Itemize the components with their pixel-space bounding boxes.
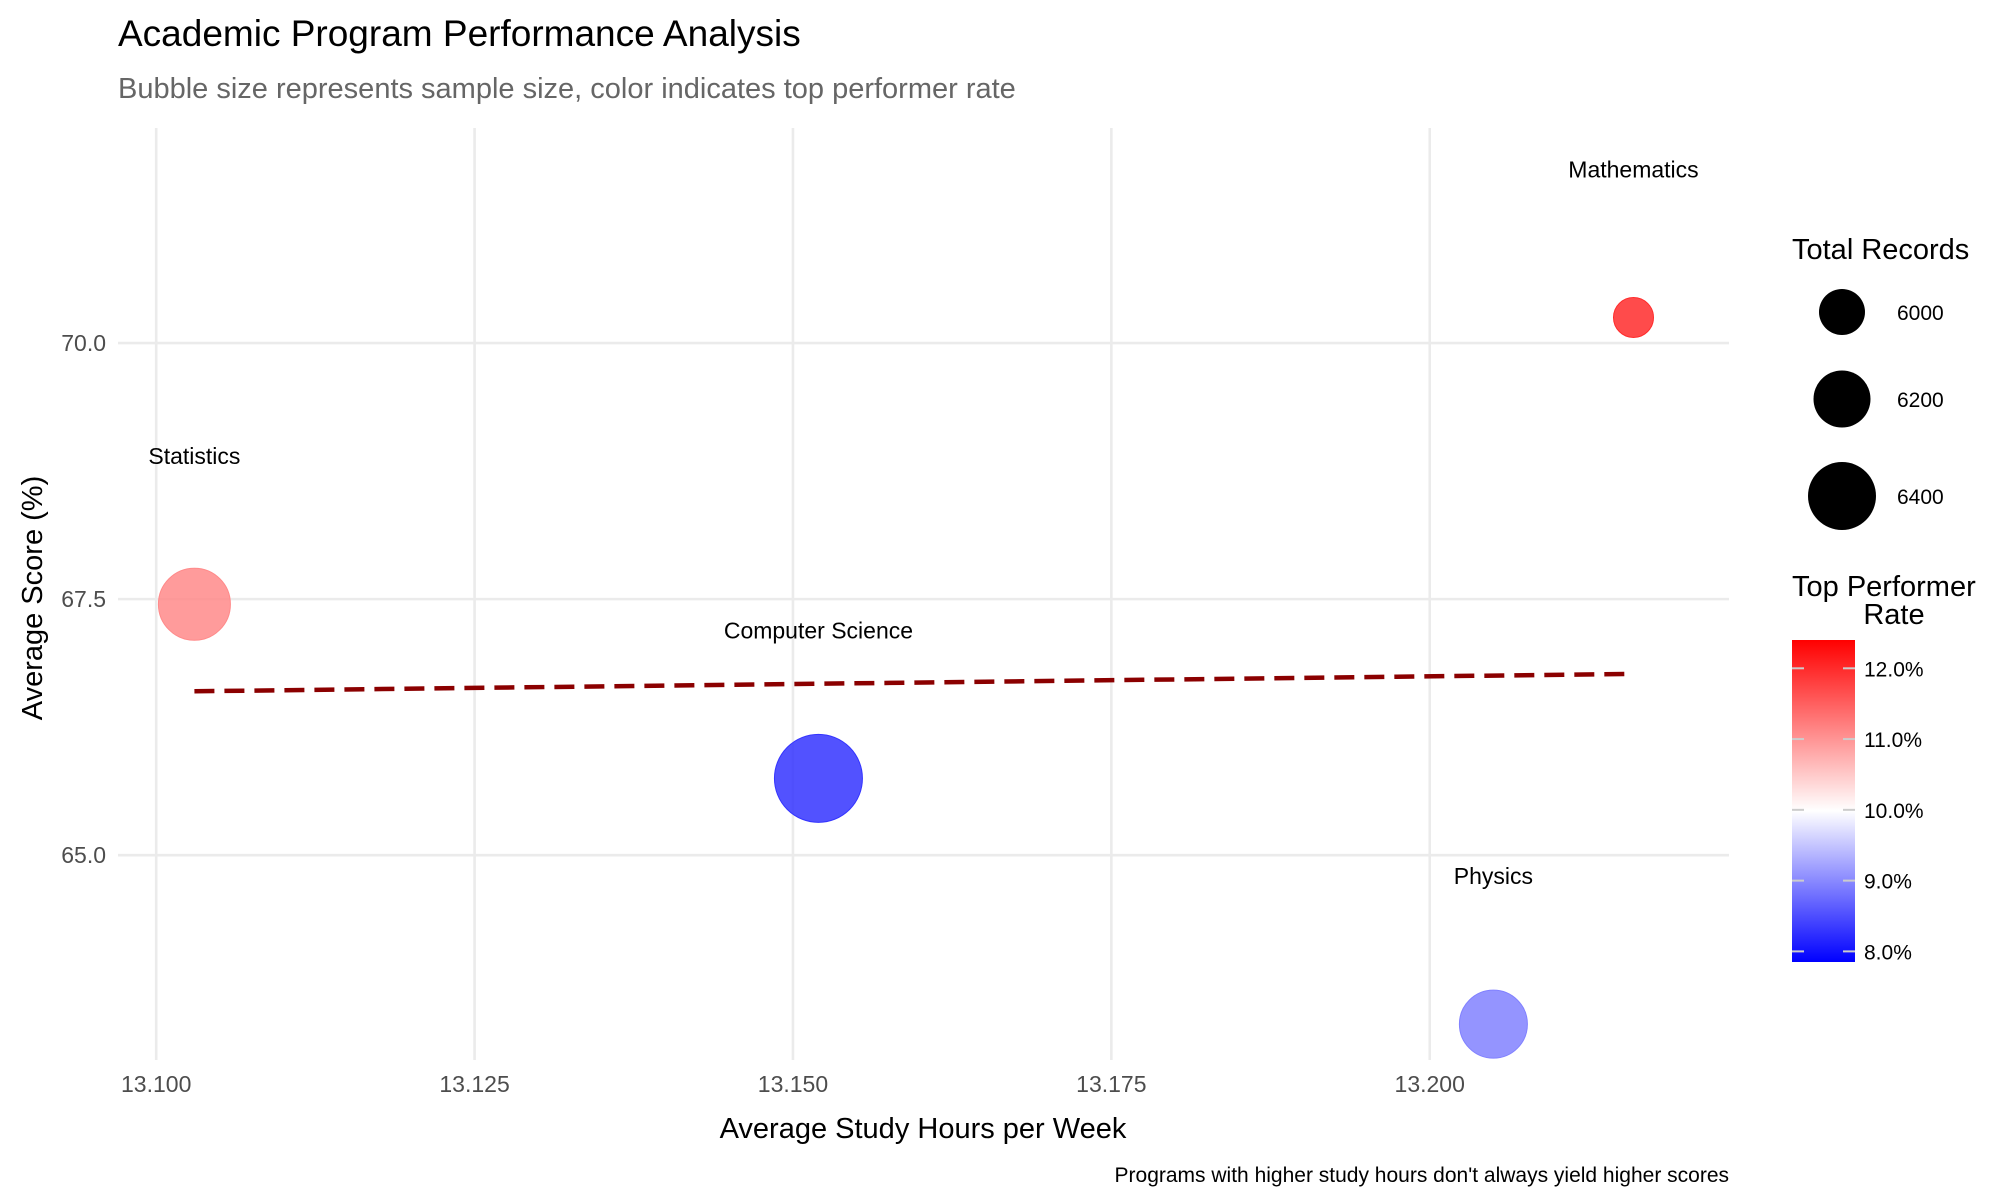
size-legend-label: 6400	[1897, 486, 1944, 509]
x-tick-label: 13.150	[758, 1071, 828, 1097]
color-legend-label: 10.0%	[1864, 800, 1924, 823]
grid	[118, 128, 1729, 1060]
point-labels-group: Statistics Computer Science Physics Mathema…	[148, 156, 1698, 889]
x-tick-label: 13.175	[1076, 1071, 1146, 1097]
x-tick-label: 13.100	[121, 1071, 191, 1097]
color-legend-label: 9.0%	[1864, 871, 1912, 894]
size-legend-label: 6200	[1897, 389, 1944, 412]
y-tick-label: 67.5	[61, 586, 106, 612]
point-label: Physics	[1454, 863, 1533, 889]
data-point	[1458, 989, 1528, 1059]
x-tick-label: 13.125	[439, 1071, 509, 1097]
trend-line	[194, 671, 1634, 694]
color-legend-label: 8.0%	[1864, 941, 1912, 964]
size-legend-key	[1813, 370, 1871, 428]
color-legend-label: 12.0%	[1864, 658, 1924, 681]
x-axis-title: Average Study Hours per Week	[720, 1113, 1127, 1145]
size-legend-title: Total Records	[1792, 234, 1969, 266]
data-point	[773, 733, 863, 823]
color-legend: Top Performer Rate 8.0% 9.0% 10.0% 11.0% 12.…	[1792, 571, 1976, 964]
y-tick-label: 65.0	[61, 842, 106, 868]
point-label: Computer Science	[724, 617, 913, 643]
colorbar	[1792, 640, 1855, 962]
chart-title: Academic Program Performance Analysis	[118, 13, 801, 54]
y-axis-title: Average Score (%)	[17, 476, 49, 720]
size-legend-key	[1808, 462, 1876, 530]
data-point	[157, 567, 231, 641]
tick-labels-group: 13.100 13.125 13.150 13.175 13.200 65.0 67.5 70…	[61, 330, 1465, 1097]
points-group	[157, 296, 1654, 1059]
point-label: Statistics	[148, 443, 240, 469]
trend-line-group	[194, 671, 1634, 694]
point-label: Mathematics	[1568, 156, 1698, 182]
x-tick-label: 13.200	[1395, 1071, 1465, 1097]
size-legend: Total Records 6000 6200 6400	[1792, 234, 1969, 530]
chart-caption: Programs with higher study hours don't a…	[1115, 1164, 1729, 1187]
color-legend-title-line1: Top Performer	[1792, 571, 1976, 603]
size-legend-key	[1819, 289, 1865, 335]
y-tick-label: 70.0	[61, 330, 106, 356]
color-legend-title-line2: Rate	[1863, 599, 1924, 631]
color-legend-label: 11.0%	[1864, 729, 1922, 752]
chart-subtitle: Bubble size represents sample size, colo…	[118, 73, 1016, 105]
data-point	[1612, 296, 1654, 338]
size-legend-label: 6000	[1897, 302, 1944, 325]
